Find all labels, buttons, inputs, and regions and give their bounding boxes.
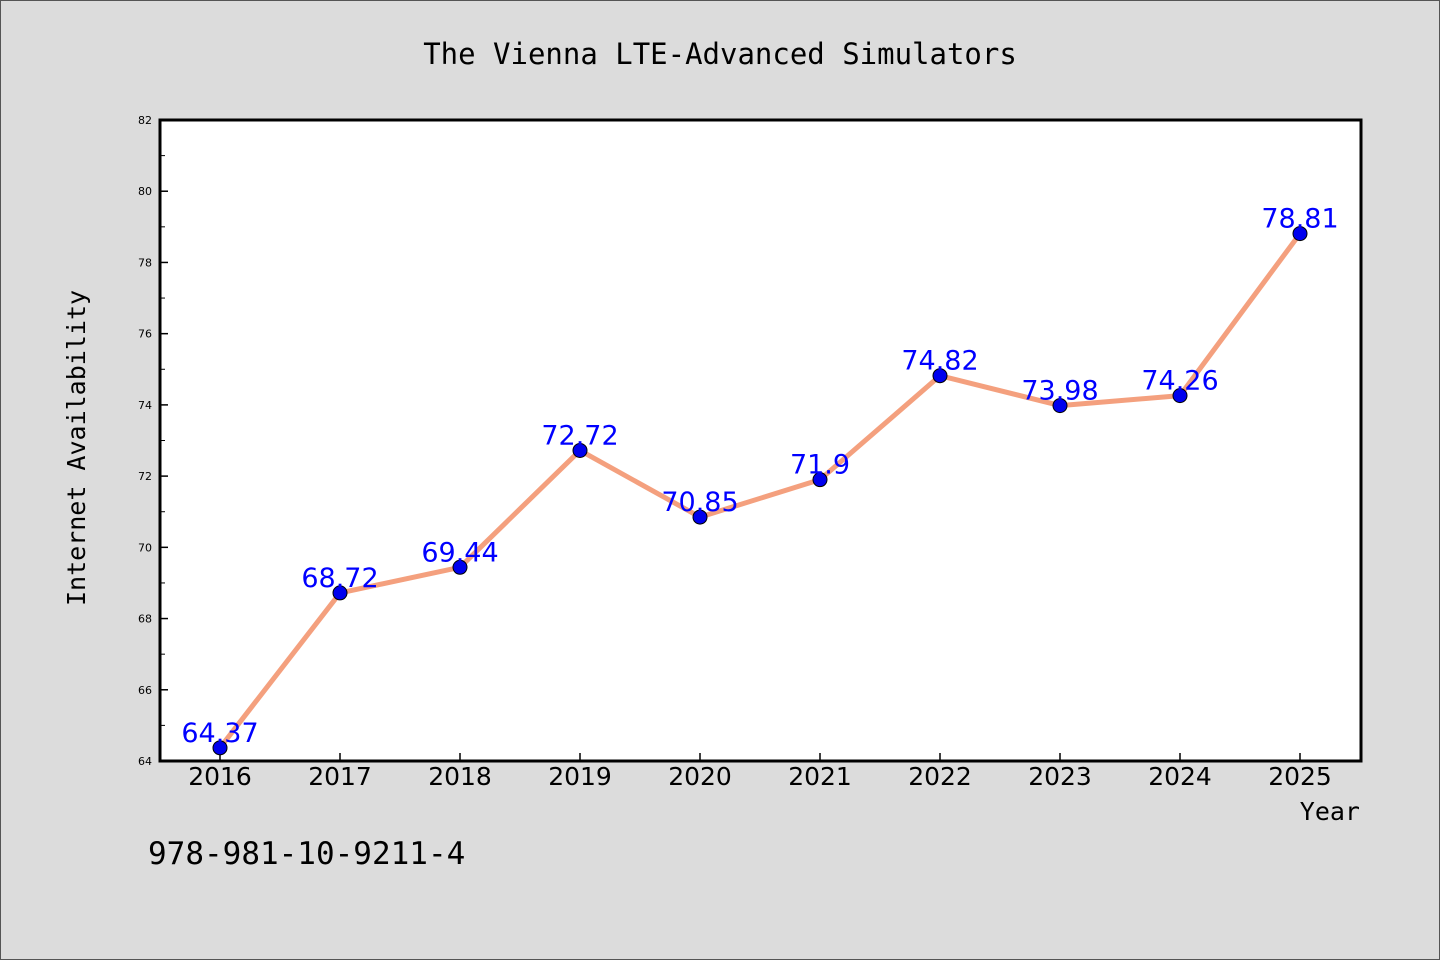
data-label: 69.44 xyxy=(421,537,498,568)
data-labels: 64.37 68.72 69.44 72.72 70.85 71.9 74.82 73.98 7… xyxy=(181,204,1338,749)
data-point xyxy=(692,509,708,525)
y-tick-label: 64 xyxy=(138,755,152,768)
x-tick-label: 2021 xyxy=(788,762,852,791)
data-point xyxy=(452,559,468,575)
x-tick-label: 2019 xyxy=(548,762,612,791)
data-point xyxy=(932,368,948,384)
x-tick-label: 2016 xyxy=(188,762,252,791)
chart-title: The Vienna LTE-Advanced Simulators xyxy=(423,37,1017,71)
data-label: 71.9 xyxy=(790,450,850,481)
plot-area xyxy=(158,118,1363,763)
x-tick-label: 2024 xyxy=(1148,762,1212,791)
data-point xyxy=(1292,226,1308,242)
x-tick-label: 2017 xyxy=(308,762,372,791)
data-label: 74.82 xyxy=(901,346,978,377)
y-axis-label: Internet Availability xyxy=(62,290,91,606)
data-label: 64.37 xyxy=(181,718,258,749)
series-line xyxy=(217,231,1303,751)
y-tick-label: 70 xyxy=(138,541,152,554)
y-tick-label: 76 xyxy=(138,328,152,341)
data-point xyxy=(332,585,348,601)
x-axis: 2016 2017 2018 2019 2020 2021 2022 2023 2024 2025 xyxy=(188,753,1332,791)
y-tick-label: 66 xyxy=(138,684,152,697)
data-label: 73.98 xyxy=(1021,376,1098,407)
y-tick-label: 68 xyxy=(138,613,152,626)
y-axis: 64 66 68 70 72 74 76 78 80 82 xyxy=(138,114,168,768)
y-tick-label: 82 xyxy=(138,114,152,127)
data-label: 72.72 xyxy=(541,420,618,451)
data-label: 70.85 xyxy=(661,487,738,518)
x-tick-label: 2025 xyxy=(1268,762,1332,791)
x-axis-label: Year xyxy=(1300,797,1360,826)
data-point xyxy=(812,472,828,488)
data-point xyxy=(1052,398,1068,414)
data-label: 68.72 xyxy=(301,563,378,594)
data-point xyxy=(1172,388,1188,404)
x-tick-label: 2020 xyxy=(668,762,732,791)
data-label: 74.26 xyxy=(1141,366,1218,397)
data-point xyxy=(572,442,588,458)
x-tick-label: 2022 xyxy=(908,762,972,791)
y-tick-label: 72 xyxy=(138,470,152,483)
data-label: 78.81 xyxy=(1261,204,1338,235)
footer-text: 978-981-10-9211-4 xyxy=(148,836,465,872)
series-markers xyxy=(212,226,1308,756)
x-tick-label: 2018 xyxy=(428,762,492,791)
y-tick-label: 80 xyxy=(138,185,152,198)
y-tick-label: 74 xyxy=(138,399,152,412)
x-tick-label: 2023 xyxy=(1028,762,1092,791)
y-tick-label: 78 xyxy=(138,256,152,269)
data-point xyxy=(212,740,228,756)
